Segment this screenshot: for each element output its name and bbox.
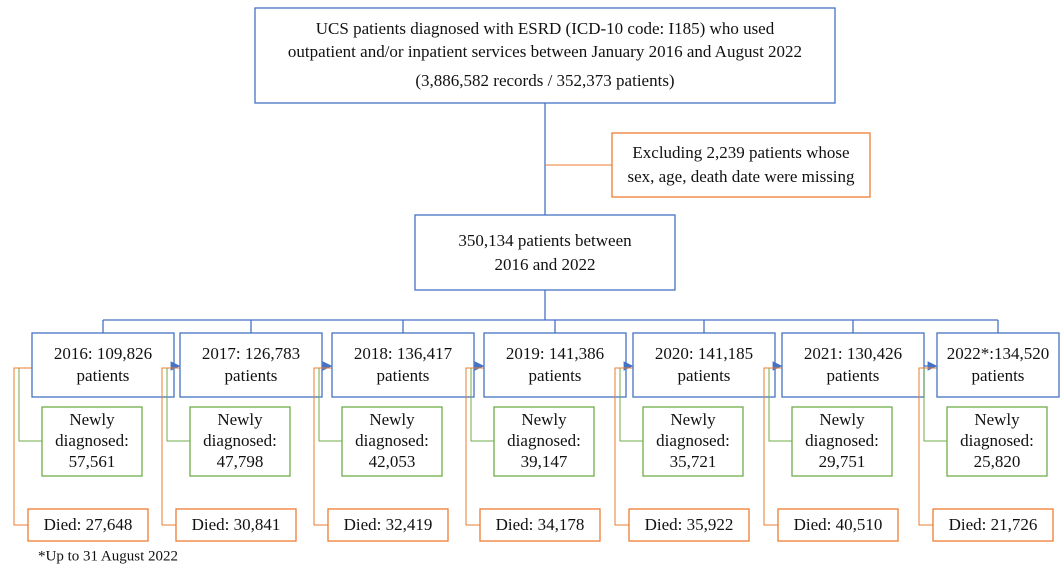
newly-text: diagnosed:: [55, 431, 129, 450]
newly-box: [41, 406, 143, 477]
died-text: Died: 34,178: [496, 515, 585, 534]
newly-text: diagnosed:: [656, 431, 730, 450]
year-text: 2018: 136,417: [354, 344, 453, 363]
newly-text: diagnosed:: [507, 431, 581, 450]
died-text: Died: 30,841: [192, 515, 281, 534]
newly-text: Newly: [670, 410, 716, 429]
newly-text: diagnosed:: [960, 431, 1034, 450]
year-box: [936, 332, 1060, 398]
newly-text: Newly: [974, 410, 1020, 429]
connector: [470, 368, 494, 442]
connector: [923, 368, 947, 442]
newly-text: Newly: [521, 410, 567, 429]
middle-box: [414, 214, 676, 291]
newly-text: diagnosed:: [203, 431, 277, 450]
exclusion-box: [611, 132, 871, 198]
connector: [763, 367, 782, 526]
died-text: Died: 32,419: [344, 515, 433, 534]
died-text: Died: 27,648: [44, 515, 133, 534]
year-box: [179, 332, 323, 398]
top-text: UCS patients diagnosed with ESRD (ICD-10…: [316, 19, 775, 38]
year-text: 2022*:134,520: [947, 344, 1049, 363]
year-text: 2016: 109,826: [54, 344, 152, 363]
year-text: 2020: 141,185: [655, 344, 753, 363]
year-text: 2019: 141,386: [506, 344, 604, 363]
died-box: [777, 508, 899, 542]
year-text: patients: [529, 366, 582, 385]
newly-text: diagnosed:: [805, 431, 879, 450]
exclusion-text: sex, age, death date were missing: [627, 167, 855, 186]
top-text: (3,886,582 records / 352,373 patients): [415, 71, 674, 90]
newly-text: 29,751: [819, 452, 866, 471]
connector: [614, 367, 633, 526]
connector: [768, 368, 792, 442]
newly-box: [341, 406, 443, 477]
newly-text: Newly: [217, 410, 263, 429]
middle-text: 350,134 patients between: [458, 231, 632, 250]
died-box: [175, 508, 297, 542]
newly-text: 35,721: [670, 452, 717, 471]
newly-text: Newly: [69, 410, 115, 429]
year-text: patients: [827, 366, 880, 385]
newly-box: [189, 406, 291, 477]
newly-box: [642, 406, 744, 477]
died-text: Died: 35,922: [645, 515, 734, 534]
newly-text: 39,147: [521, 452, 568, 471]
connector: [13, 367, 32, 526]
newly-box: [791, 406, 893, 477]
year-text: patients: [77, 366, 130, 385]
died-text: Died: 21,726: [949, 515, 1038, 534]
connector: [918, 367, 937, 526]
newly-text: diagnosed:: [355, 431, 429, 450]
middle-text: 2016 and 2022: [494, 255, 595, 274]
year-text: patients: [377, 366, 430, 385]
connector: [313, 367, 332, 526]
top-text: outpatient and/or inpatient services bet…: [288, 42, 802, 61]
connector: [619, 368, 643, 442]
connector: [161, 367, 180, 526]
footnote: *Up to 31 August 2022: [38, 548, 178, 564]
newly-text: 47,798: [217, 452, 264, 471]
died-box: [479, 508, 601, 542]
died-text: Died: 40,510: [794, 515, 883, 534]
newly-text: Newly: [369, 410, 415, 429]
newly-text: 25,820: [974, 452, 1021, 471]
newly-box: [946, 406, 1048, 477]
newly-text: Newly: [819, 410, 865, 429]
year-text: 2021: 130,426: [804, 344, 902, 363]
connector: [18, 368, 42, 442]
newly-text: 57,561: [69, 452, 116, 471]
year-box: [781, 332, 925, 398]
year-text: patients: [678, 366, 731, 385]
died-box: [628, 508, 750, 542]
year-text: patients: [972, 366, 1025, 385]
exclusion-text: Excluding 2,239 patients whose: [632, 143, 849, 162]
year-text: patients: [225, 366, 278, 385]
year-text: 2017: 126,783: [202, 344, 300, 363]
year-box: [632, 332, 776, 398]
died-box: [932, 508, 1054, 542]
died-box: [27, 508, 149, 542]
connector: [318, 368, 342, 442]
newly-box: [493, 406, 595, 477]
connector: [166, 368, 190, 442]
year-box: [483, 332, 627, 398]
connector: [465, 367, 484, 526]
year-box: [331, 332, 475, 398]
died-box: [327, 508, 449, 542]
newly-text: 42,053: [369, 452, 416, 471]
top-box: [254, 7, 836, 104]
